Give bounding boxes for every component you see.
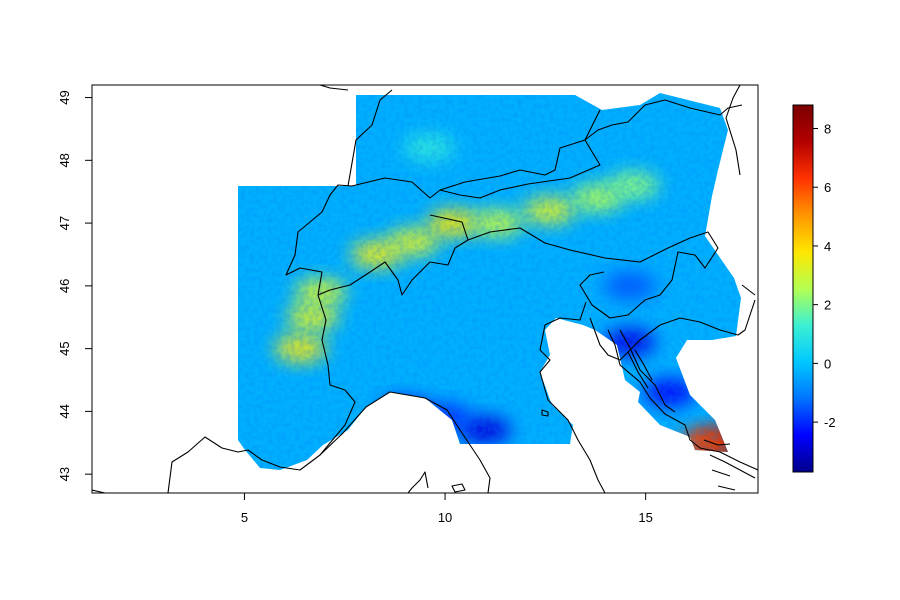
border-north-top [319, 85, 756, 296]
border-france-switzerland [285, 177, 431, 456]
x-tick-label: 5 [241, 510, 248, 525]
heatmap-texture [238, 93, 741, 470]
colorbar-gradient [792, 104, 814, 473]
coastline-adriatic [539, 301, 606, 493]
sardinia-corsica [407, 471, 466, 493]
colorbar-tick-label: 2 [824, 298, 831, 313]
y-tick-label: 43 [57, 467, 72, 481]
y-tick-label: 47 [57, 216, 72, 230]
heatmap-layer [92, 85, 758, 493]
colorbar-tick-label: 4 [824, 239, 831, 254]
y-tick-label: 48 [57, 153, 72, 167]
y-tick-label: 46 [57, 279, 72, 293]
x-tick-label: 15 [638, 510, 652, 525]
heatmap-cell-11 [378, 397, 431, 426]
x-axis: 5 10 15 [241, 493, 653, 525]
y-tick-label: 44 [57, 404, 72, 418]
colorbar-tick-label: 8 [824, 121, 831, 136]
y-tick-label: 49 [57, 90, 72, 104]
coastline-dalmatia [607, 329, 758, 471]
colorbar-tick-label: 6 [824, 180, 831, 195]
border-switzerland-italy [317, 214, 469, 296]
plot-frame [91, 84, 759, 494]
islands [619, 329, 756, 491]
border-austria-italy [467, 227, 719, 319]
country-borders [92, 85, 758, 493]
colorbar: -2 0 2 4 6 8 [792, 104, 836, 473]
colorbar-ticks: -2 0 2 4 6 8 [813, 121, 836, 430]
colorbar-tick-label: 0 [824, 356, 831, 371]
y-tick-label: 45 [57, 341, 72, 355]
border-austria [429, 139, 601, 199]
x-tick-label: 10 [438, 510, 452, 525]
elba [541, 409, 549, 417]
y-axis: 43 44 45 46 47 48 49 [57, 90, 92, 481]
colorbar-tick-label: -2 [824, 415, 836, 430]
border-slovenia-croatia [589, 299, 756, 361]
border-germany-czech [347, 89, 743, 187]
